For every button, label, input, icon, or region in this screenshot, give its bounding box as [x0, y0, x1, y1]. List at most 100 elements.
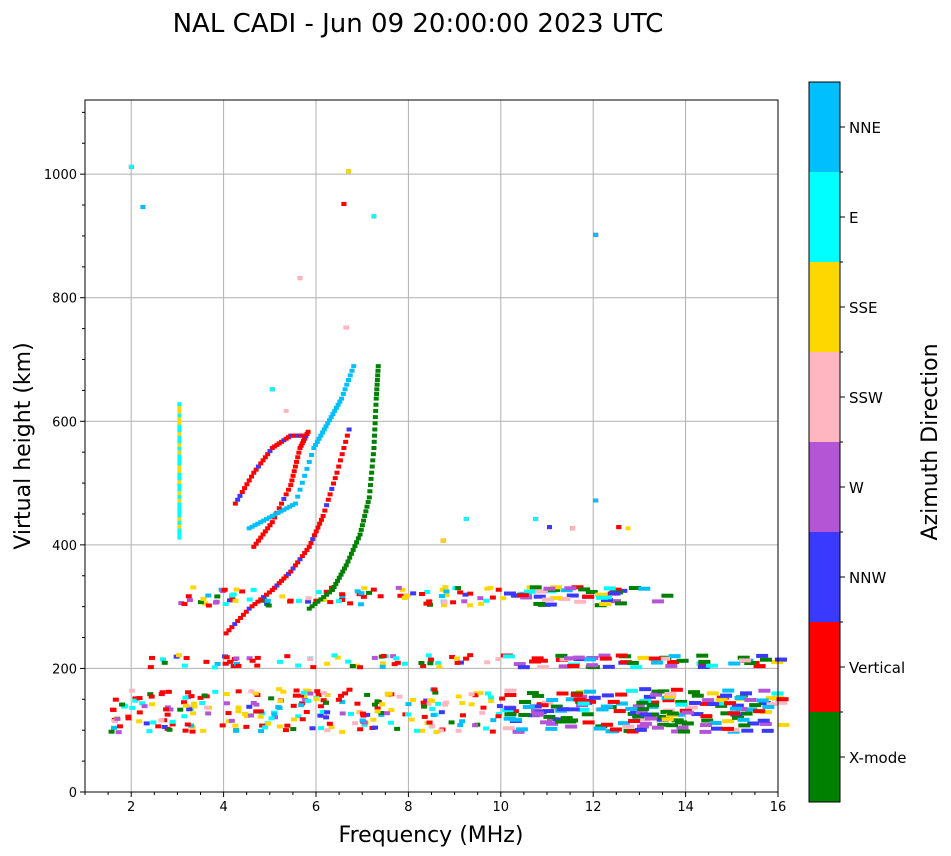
- echo-point: [318, 726, 325, 731]
- echo-point: [136, 696, 143, 701]
- echo-point: [424, 589, 431, 594]
- echo-point: [565, 697, 578, 702]
- echo-point: [337, 458, 343, 463]
- echo-point: [747, 721, 760, 726]
- echo-point: [639, 721, 652, 726]
- echo-point: [566, 593, 579, 598]
- echo-point: [555, 719, 568, 724]
- echo-point: [181, 714, 188, 719]
- echo-point: [177, 513, 182, 518]
- echo-point: [423, 698, 430, 703]
- echo-point: [295, 663, 302, 668]
- echo-point: [331, 481, 337, 486]
- echo-point: [577, 701, 590, 706]
- echo-point: [313, 696, 320, 701]
- echo-point: [759, 657, 772, 662]
- echo-point: [722, 719, 735, 724]
- echo-point: [480, 705, 487, 710]
- echo-point: [241, 711, 248, 716]
- echo-point: [303, 709, 310, 714]
- echo-point: [468, 702, 475, 707]
- echo-point: [329, 588, 335, 593]
- echo-point: [665, 663, 678, 668]
- echo-point: [374, 709, 381, 714]
- echo-point: [320, 513, 326, 518]
- echo-point: [472, 693, 479, 698]
- echo-point: [265, 526, 271, 531]
- colorbar-swatch: [809, 262, 840, 352]
- echo-point: [639, 712, 652, 717]
- echo-point: [608, 591, 621, 596]
- echo-point: [294, 459, 300, 464]
- echo-point: [329, 486, 335, 491]
- echo-point: [523, 589, 536, 594]
- echo-point: [504, 706, 517, 711]
- echo-point: [339, 594, 346, 599]
- echo-point: [681, 721, 694, 726]
- echo-point: [582, 594, 595, 599]
- echo-point: [620, 660, 633, 665]
- echo-point: [374, 706, 381, 711]
- echo-point: [264, 517, 270, 522]
- echo-point: [254, 655, 261, 660]
- echo-point: [428, 698, 435, 703]
- echo-point: [140, 205, 146, 210]
- echo-point: [427, 661, 434, 666]
- echo-point: [340, 391, 346, 396]
- echo-point: [191, 704, 198, 709]
- echo-point: [545, 726, 558, 731]
- echo-point: [341, 446, 347, 450]
- echo-point: [166, 727, 173, 732]
- echo-point: [317, 713, 324, 718]
- echo-point: [729, 706, 742, 711]
- echo-point: [281, 507, 287, 512]
- echo-point: [239, 589, 246, 594]
- echo-point: [223, 692, 230, 697]
- echo-point: [320, 597, 327, 602]
- echo-point: [211, 665, 218, 670]
- echo-point: [420, 663, 427, 668]
- echo-point: [184, 722, 191, 727]
- echo-point: [253, 709, 260, 714]
- echo-point: [645, 712, 658, 717]
- echo-point: [177, 520, 182, 525]
- echo-point: [177, 450, 182, 455]
- echo-point: [401, 593, 408, 598]
- echo-point: [290, 717, 297, 722]
- echo-point: [177, 457, 182, 462]
- echo-point: [129, 705, 136, 710]
- echo-point: [346, 687, 353, 692]
- echo-point: [265, 452, 271, 457]
- echo-point: [302, 551, 308, 556]
- echo-point: [518, 699, 531, 704]
- echo-point: [687, 690, 700, 695]
- echo-point: [440, 538, 446, 543]
- echo-point: [269, 513, 275, 518]
- echo-point: [663, 694, 676, 699]
- echo-point: [212, 689, 219, 694]
- echo-point: [410, 591, 417, 596]
- echo-point: [371, 439, 377, 444]
- echo-point: [571, 585, 584, 590]
- echo-point: [249, 524, 255, 529]
- colorbar-tick-label: NNW: [849, 569, 886, 587]
- echo-point: [298, 693, 305, 698]
- echo-point: [186, 704, 193, 709]
- echo-point: [281, 496, 287, 501]
- echo-point: [364, 504, 370, 509]
- echo-point: [132, 698, 139, 703]
- echo-point: [267, 523, 273, 528]
- echo-point: [670, 687, 683, 692]
- echo-point: [262, 529, 268, 534]
- echo-point: [550, 596, 563, 601]
- echo-point: [205, 603, 212, 608]
- echo-point: [570, 692, 583, 697]
- echo-point: [370, 717, 377, 722]
- echo-point: [390, 654, 397, 659]
- echo-point: [143, 721, 150, 726]
- echo-point: [324, 503, 330, 508]
- echo-point: [248, 689, 255, 694]
- echo-point: [737, 655, 750, 660]
- x-tick-label: 10: [493, 800, 510, 815]
- echo-point: [326, 721, 333, 726]
